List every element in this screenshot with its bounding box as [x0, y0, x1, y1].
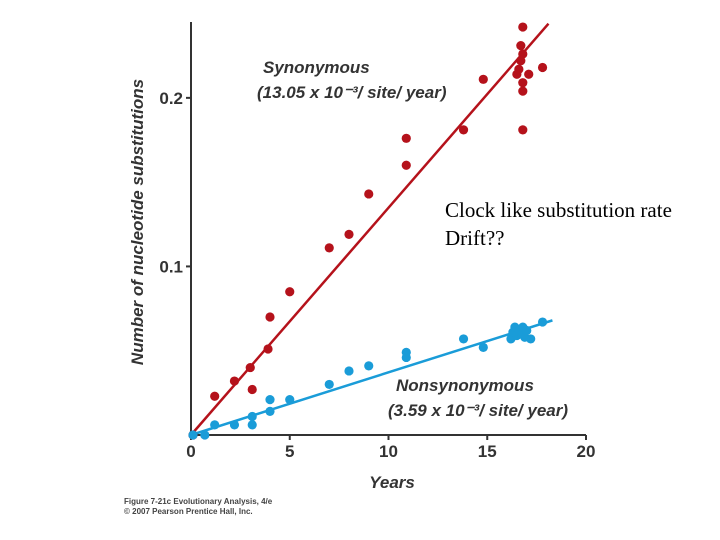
nonsynonymous-point-1	[200, 430, 210, 440]
synonymous-point-18	[518, 78, 528, 88]
nonsynonymous-point-15	[478, 342, 488, 352]
nonsynonymous-point-13	[401, 347, 411, 357]
synonymous-point-12	[401, 160, 411, 170]
nonsynonymous-point-11	[364, 361, 374, 371]
synonymous-point-14	[478, 74, 488, 84]
caption-line-1: Figure 7-21c Evolutionary Analysis, 4/e	[124, 497, 273, 506]
synonymous-point-7	[285, 287, 295, 297]
synonymous-point-21	[516, 41, 526, 51]
synonymous-point-19	[518, 86, 528, 96]
figure-caption: Figure 7-21c Evolutionary Analysis, 4/e …	[124, 497, 272, 517]
nonsynonymous-rate-label: (3.59 x 10⁻³/ site/ year)	[388, 401, 568, 420]
x-tick-label-0: 0	[186, 442, 195, 461]
data-points	[188, 22, 548, 440]
synonymous-point-20	[518, 49, 528, 59]
synonymous-point-3	[245, 362, 255, 373]
y-tick-label-0: 0.1	[159, 257, 183, 276]
x-tick-label-4: 20	[577, 442, 596, 461]
synonymous-point-13	[458, 125, 469, 135]
synonymous-point-23	[518, 125, 528, 135]
nonsynonymous-point-24	[526, 334, 536, 344]
x-tick-label-2: 10	[379, 442, 398, 461]
caption-line-2: © 2007 Pearson Prentice Hall, Inc.	[124, 507, 253, 516]
synonymous-point-5	[263, 344, 273, 354]
nonsynonymous-point-25	[537, 317, 548, 327]
synonymous-point-1	[210, 391, 220, 401]
clock-annotation: Clock like substitution rate Drift??	[445, 196, 672, 252]
y-tick-label-1: 0.2	[159, 89, 183, 108]
nonsynonymous-point-0	[188, 430, 198, 440]
nonsynonymous-point-7	[265, 395, 275, 405]
x-tick-label-1: 5	[285, 442, 294, 461]
nonsynonymous-point-8	[285, 395, 295, 405]
x-axis-label: Years	[369, 473, 415, 492]
synonymous-point-9	[344, 229, 354, 239]
annotation-line-1: Clock like substitution rate	[445, 198, 672, 222]
annotation-line-2: Drift??	[445, 226, 505, 250]
chart-axes	[186, 22, 587, 440]
tick-labels: 0 5 10 15 20 0.1 0.2	[159, 89, 595, 461]
y-axis-label: Number of nucleotide substitutions	[128, 79, 147, 365]
nonsynonymous-point-3	[229, 420, 240, 430]
synonymous-point-2	[229, 376, 240, 386]
nonsynonymous-point-2	[210, 420, 220, 430]
nonsynonymous-point-23	[522, 325, 532, 336]
synonymous-point-11	[401, 133, 411, 143]
synonymous-point-10	[364, 189, 374, 199]
nonsynonymous-point-10	[344, 366, 354, 376]
synonymous-series-label: Synonymous	[263, 58, 370, 77]
nonsynonymous-point-4	[247, 420, 257, 430]
synonymous-point-4	[247, 384, 257, 395]
nonsynonymous-point-6	[265, 406, 275, 416]
x-tick-label-3: 15	[478, 442, 497, 461]
synonymous-point-6	[265, 312, 275, 322]
synonymous-rate-label: (13.05 x 10⁻³/ site/ year)	[257, 83, 447, 102]
synonymous-point-25	[537, 62, 548, 73]
synonymous-point-22	[518, 22, 528, 32]
synonymous-point-8	[324, 243, 334, 253]
nonsynonymous-point-5	[247, 411, 257, 422]
synonymous-point-16	[514, 64, 524, 74]
nonsynonymous-series-label: Nonsynonymous	[396, 376, 534, 395]
nonsynonymous-point-14	[458, 334, 469, 344]
synonymous-point-24	[524, 69, 534, 79]
nonsynonymous-point-9	[324, 379, 334, 390]
